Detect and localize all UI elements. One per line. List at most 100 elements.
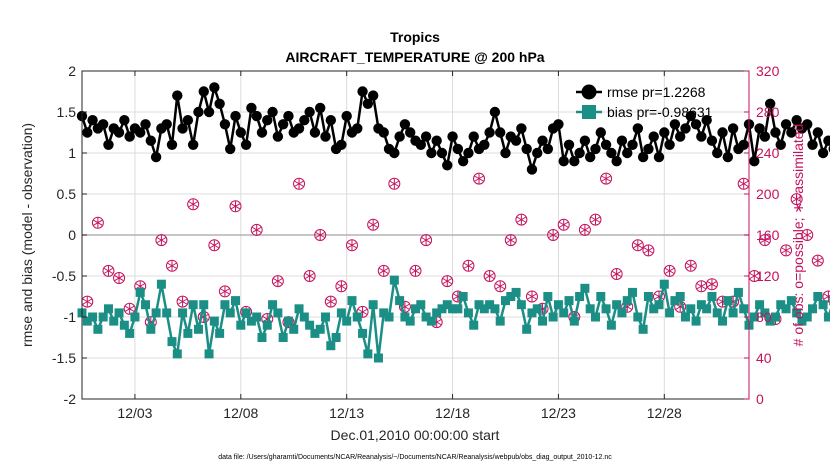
obs-assimilated-point — [495, 281, 505, 292]
y-tick-label-right: 160 — [756, 227, 780, 243]
bias-point — [178, 308, 188, 318]
bias-point — [596, 292, 606, 301]
bias-point — [215, 328, 225, 338]
bias-point — [342, 316, 352, 326]
rmse-point — [320, 131, 331, 142]
obs-assimilated-point — [188, 199, 198, 210]
y-tick-label-left: -1 — [64, 309, 77, 325]
obs-possible-point — [388, 177, 401, 190]
rmse-point — [532, 147, 543, 159]
bias-point — [421, 312, 431, 322]
bias-point — [776, 300, 786, 310]
rmse-point — [436, 147, 448, 159]
obs-possible-point — [324, 295, 337, 308]
obs-assimilated-point — [474, 173, 484, 184]
rmse-point — [680, 123, 691, 134]
obs-assimilated-point — [114, 273, 124, 284]
rmse-point — [219, 119, 231, 130]
obs-possible-point — [102, 264, 115, 277]
obs-possible-point — [801, 229, 814, 241]
bias-point — [389, 275, 399, 285]
rmse-point — [484, 127, 495, 138]
bias-point — [606, 320, 616, 330]
obs-assimilated-point — [516, 214, 526, 225]
obs-possible-point — [187, 198, 200, 211]
bias-point — [749, 312, 759, 322]
y-tick-label-left: 0.5 — [57, 186, 77, 202]
rmse-point — [653, 151, 665, 163]
obs-assimilated-point — [103, 265, 114, 276]
bias-point — [781, 304, 791, 314]
bias-point — [109, 316, 119, 326]
obs-assimilated-point — [823, 291, 830, 302]
bias-point — [88, 312, 98, 322]
obs-assimilated-point — [665, 265, 675, 276]
obs-assimilated-point — [93, 217, 103, 228]
rmse-point — [786, 127, 797, 138]
y-tick-label-right: 280 — [756, 104, 780, 120]
bias-point — [590, 312, 600, 322]
bias-point — [130, 312, 140, 322]
rmse-point — [193, 106, 204, 118]
bias-point — [548, 312, 558, 322]
obs-assimilated-point — [294, 178, 304, 189]
obs-possible-point — [441, 275, 454, 288]
rmse-point — [135, 127, 146, 138]
obs-assimilated-point — [612, 268, 622, 279]
rmse-point — [187, 139, 199, 150]
bias-point — [453, 304, 463, 314]
rmse-point — [759, 131, 771, 142]
rmse-point — [632, 123, 644, 134]
bias-point — [426, 316, 436, 326]
bias-point — [283, 316, 293, 326]
bias-point — [718, 316, 728, 326]
rmse-point — [277, 119, 289, 130]
bias-point — [321, 312, 331, 322]
bias-point — [172, 349, 182, 359]
rmse-point — [558, 156, 569, 167]
rmse-point — [394, 131, 405, 142]
rmse-point — [627, 139, 638, 150]
obs-possible-point — [684, 259, 697, 272]
obs-assimilated-point — [177, 296, 188, 307]
y-tick-label-right: 320 — [756, 63, 780, 79]
bias-point — [416, 300, 426, 310]
rmse-point — [431, 135, 442, 146]
rmse-point — [103, 139, 114, 150]
y-tick-label-right: 0 — [756, 391, 764, 407]
rmse-point — [336, 139, 347, 150]
bias-point — [474, 300, 484, 310]
obs-possible-point — [663, 264, 676, 277]
bias-point — [633, 312, 643, 322]
bias-point — [813, 292, 823, 301]
bias-point — [538, 316, 548, 326]
rmse-point — [643, 143, 654, 155]
obs-possible-point — [525, 290, 538, 303]
rmse-point — [225, 143, 236, 155]
bias-point — [739, 304, 749, 314]
obs-possible-point — [589, 213, 602, 226]
rmse-point — [362, 98, 374, 110]
bias-point — [363, 349, 373, 359]
bias-point — [405, 316, 415, 326]
x-tick-label: 12/13 — [329, 405, 364, 421]
obs-assimilated-point — [442, 276, 452, 287]
rmse-point — [251, 110, 262, 122]
bias-point — [543, 292, 553, 301]
rmse-point — [574, 147, 585, 159]
bias-point — [802, 312, 812, 322]
obs-assimilated-point — [802, 230, 812, 240]
bias-point — [448, 304, 458, 314]
bias-point — [437, 304, 447, 314]
x-tick-label: 12/23 — [541, 405, 576, 421]
obs-possible-point — [557, 218, 570, 231]
y-tick-label-right: 80 — [756, 309, 772, 325]
obs-assimilated-point — [347, 240, 357, 251]
bias-point — [707, 292, 717, 301]
bias-point — [458, 292, 468, 301]
obs-possible-point — [335, 280, 348, 293]
rmse-point — [590, 143, 601, 155]
rmse-point — [315, 102, 326, 114]
rmse-point — [569, 156, 580, 167]
bias-point — [119, 320, 129, 330]
